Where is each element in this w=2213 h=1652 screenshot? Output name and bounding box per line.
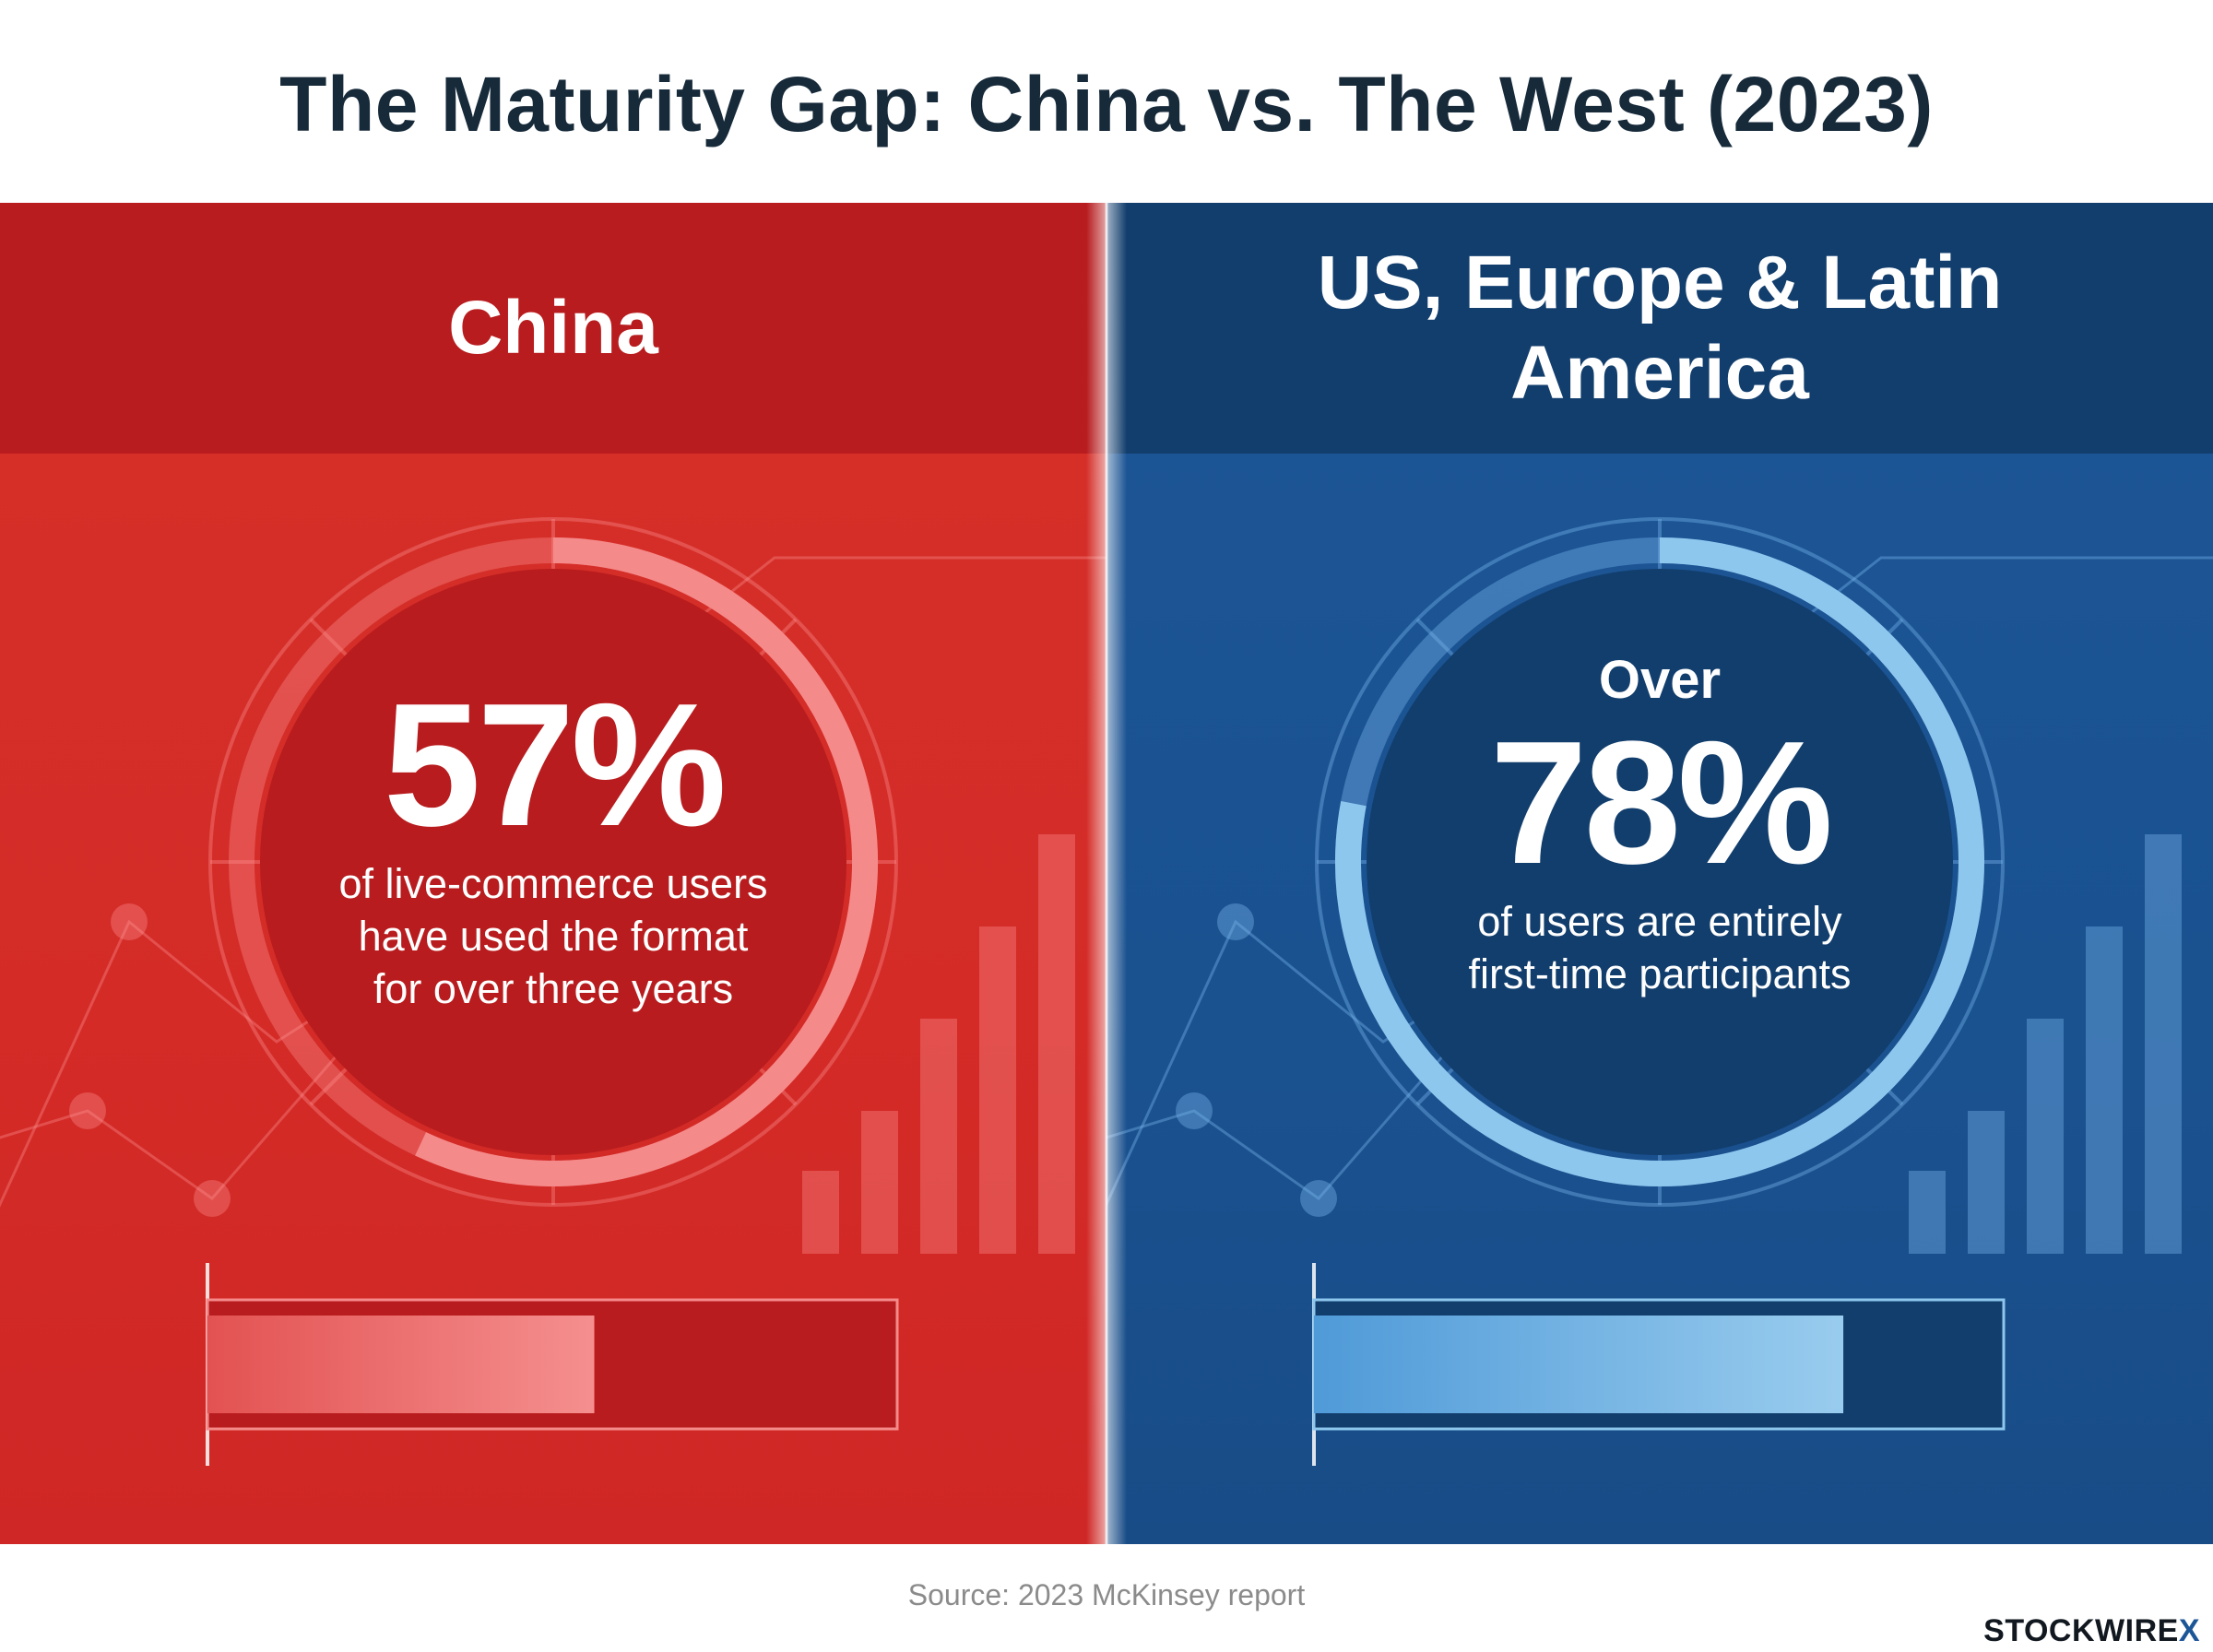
china-decorative-bar [1038,834,1075,1254]
china-decorative-bar [979,926,1016,1254]
china-decorative-bar [802,1171,839,1254]
west-panel: US, Europe & Latin America Over 78% of u… [1106,203,2213,1544]
china-description-line-2: have used the format [358,913,749,960]
china-trend-dot [111,903,148,940]
china-bar-fill [207,1316,595,1413]
west-bar-fill [1314,1316,1844,1413]
west-heading: US, Europe & Latin America [1106,203,2213,454]
china-decorative-bar [920,1019,957,1254]
china-trend-line-lower [0,1018,371,1201]
china-trend-dot [194,1180,231,1217]
brand-logo: STOCKWIREX [1983,1613,2200,1649]
west-gauge-ring [1315,517,2005,1207]
west-decorative-bar [2027,1019,2064,1254]
china-decorative-bar [861,1111,898,1254]
west-prefix-label: Over [1598,650,1722,710]
china-heading: China [0,203,1106,454]
china-gauge-ring [208,517,898,1207]
west-trend-dot [1176,1092,1213,1129]
china-panel-graphics [0,517,1106,1466]
west-description-line-1: of users are entirely [1477,898,1842,945]
brand-mark-icon: X [2178,1613,2200,1648]
west-stat: Over 78% of users are entirely first-tim… [1291,650,2029,1000]
china-inner-disc [260,569,846,1155]
west-inner-disc [1367,569,1953,1155]
west-outer-ring [1315,517,2005,1207]
china-trend-dot [69,1092,106,1129]
china-heading-label: China [448,286,658,370]
west-gauge-value-arc [1335,537,1984,1186]
west-heading-label: US, Europe & Latin America [1317,241,2003,415]
china-progress-bar [206,1263,899,1466]
china-stat: 57% of live-commerce users have used the… [184,673,922,1015]
west-description-line-2: first-time participants [1468,950,1852,997]
china-decorative-trend [0,556,1106,1254]
source-note: Source: 2023 McKinsey report [907,1578,1306,1611]
brand-name: STOCKWIRE [1983,1613,2179,1648]
center-divider [1086,203,1127,1544]
china-panel: China 57% of live-commerce users have us… [0,203,1106,1544]
china-description-line-3: for over three years [373,965,734,1012]
west-trend-dot [1217,903,1254,940]
chart-title: The Maturity Gap: China vs. The West (20… [279,61,1934,148]
west-decorative-bar [2086,926,2123,1254]
china-gauge-value-arc [415,537,878,1186]
west-decorative-bar [1968,1111,2005,1254]
china-description-line-1: of live-commerce users [338,860,768,907]
china-outer-ring [208,517,898,1207]
west-trend-line-lower [1106,1018,1477,1201]
west-progress-bar [1312,1263,2006,1466]
west-value-label: 78% [1489,705,1833,901]
china-gauge-tick [309,618,348,656]
west-decorative-bar [1909,1171,1946,1254]
china-value-label: 57% [383,667,727,863]
west-gauge-tick [1415,618,1454,656]
china-gauge-tick [309,1068,348,1106]
west-panel-graphics [1106,517,2213,1466]
west-trend-dot [1300,1180,1337,1217]
west-decorative-bar [2145,834,2182,1254]
